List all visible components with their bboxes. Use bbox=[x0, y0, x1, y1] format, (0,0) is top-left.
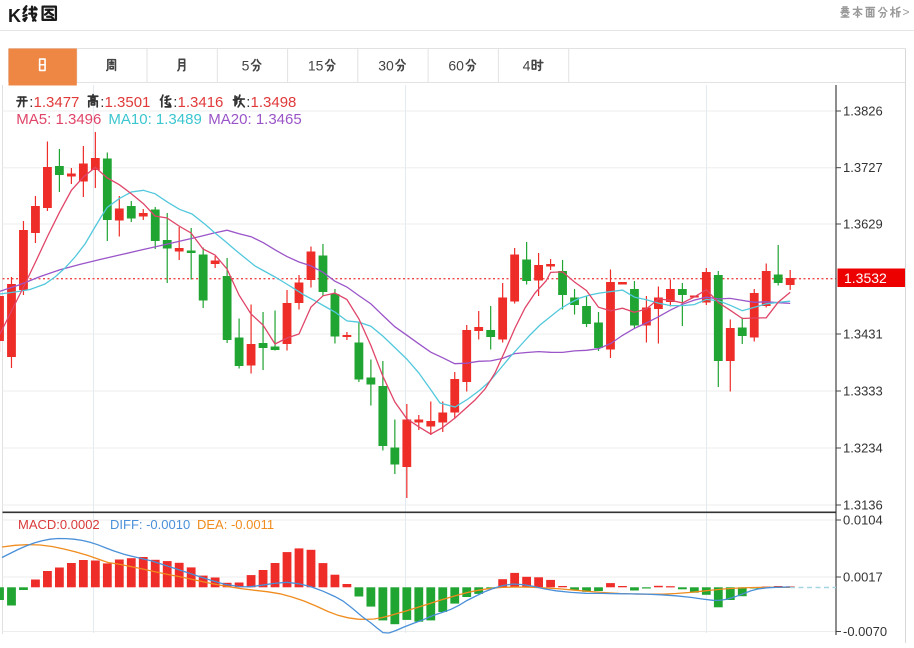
svg-text:1.3501: 1.3501 bbox=[105, 94, 151, 111]
svg-text:DEA: -0.0011: DEA: -0.0011 bbox=[197, 517, 274, 532]
svg-text:1.3477: 1.3477 bbox=[34, 94, 80, 111]
svg-text:15: 15 bbox=[308, 58, 324, 74]
svg-text:MACD:0.0002: MACD:0.0002 bbox=[18, 517, 100, 532]
svg-text:>: > bbox=[903, 5, 910, 19]
svg-text:1.3532: 1.3532 bbox=[844, 270, 887, 286]
svg-text:MA5: 1.3496: MA5: 1.3496 bbox=[16, 111, 101, 128]
svg-text:60: 60 bbox=[448, 58, 464, 74]
svg-text:MA10: 1.3489: MA10: 1.3489 bbox=[108, 111, 201, 128]
svg-text:K: K bbox=[8, 6, 21, 26]
svg-text:DIFF: -0.0010: DIFF: -0.0010 bbox=[110, 517, 190, 532]
svg-text::: : bbox=[173, 94, 177, 111]
svg-text:1.3416: 1.3416 bbox=[178, 94, 224, 111]
svg-text::: : bbox=[29, 94, 33, 111]
svg-text:1.3234: 1.3234 bbox=[843, 441, 883, 456]
svg-text::: : bbox=[246, 94, 250, 111]
svg-text:-0.0070: -0.0070 bbox=[843, 624, 887, 639]
svg-text::: : bbox=[100, 94, 104, 111]
svg-text:4: 4 bbox=[523, 58, 531, 74]
svg-text:1.3629: 1.3629 bbox=[843, 217, 883, 232]
svg-text:1.3727: 1.3727 bbox=[843, 160, 883, 175]
svg-text:1.3498: 1.3498 bbox=[251, 94, 297, 111]
svg-text:0.0017: 0.0017 bbox=[843, 570, 883, 585]
svg-text:1.3136: 1.3136 bbox=[843, 498, 883, 513]
svg-text:1.3333: 1.3333 bbox=[843, 384, 883, 399]
svg-text:MA20: 1.3465: MA20: 1.3465 bbox=[208, 111, 301, 128]
svg-text:0.0104: 0.0104 bbox=[843, 513, 883, 528]
svg-text:30: 30 bbox=[378, 58, 394, 74]
svg-text:1.3431: 1.3431 bbox=[843, 327, 883, 342]
svg-text:5: 5 bbox=[242, 58, 250, 74]
svg-text:1.3826: 1.3826 bbox=[843, 104, 883, 119]
